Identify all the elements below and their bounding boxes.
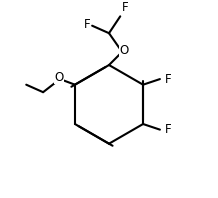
Text: O: O	[54, 71, 64, 84]
Text: F: F	[122, 1, 129, 13]
Text: F: F	[84, 18, 90, 31]
Text: O: O	[119, 44, 129, 57]
Text: F: F	[165, 123, 171, 136]
Text: F: F	[165, 73, 171, 86]
